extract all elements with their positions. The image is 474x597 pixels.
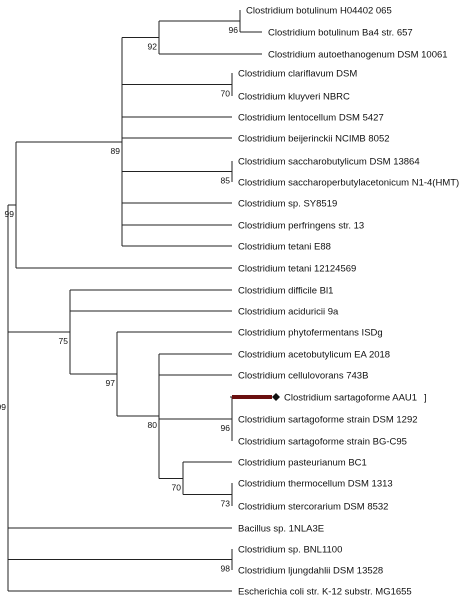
taxon-label: Escherichia coli str. K-12 substr. MG165…	[238, 587, 412, 597]
bootstrap-value: 96	[221, 423, 231, 433]
bootstrap-value: 99	[5, 209, 15, 219]
bootstrap-value: 73	[221, 499, 231, 509]
taxon-label: Clostridium sp. SY8519	[238, 199, 337, 210]
bootstrap-value: 97	[106, 378, 116, 388]
taxon-label: Clostridium botulinum H04402 065	[246, 6, 392, 17]
taxon-label: Clostridium perfringens str. 13	[238, 221, 364, 232]
taxon-label: Clostridium clariflavum DSM	[238, 69, 357, 80]
taxon-label: Clostridium stercorarium DSM 8532	[238, 502, 388, 513]
taxon-label: Clostridium lentocellum DSM 5427	[238, 113, 384, 124]
taxon-label: Clostridium saccharoperbutylacetonicum N…	[238, 178, 459, 189]
taxon-label: Clostridium botulinum Ba4 str. 657	[268, 28, 413, 39]
bootstrap-value: 80	[148, 420, 158, 430]
taxon-label: Clostridium tetani E88	[238, 242, 331, 253]
diamond-marker-icon	[272, 393, 280, 401]
taxon-label: Clostridium difficile Bl1	[238, 286, 333, 297]
taxon-label: Bacillus sp. 1NLA3E	[238, 524, 324, 535]
taxon-label: Clostridium sartagoforme strain BG-C95	[238, 437, 407, 448]
tree-branches	[7, 10, 280, 592]
bootstrap-value: 89	[111, 146, 121, 156]
bootstrap-value: 92	[148, 42, 158, 52]
taxon-label: Clostridium beijerinckii NCIMB 8052	[238, 134, 390, 145]
taxon-label: Clostridium tetani 12124569	[238, 264, 356, 275]
taxon-label: Clostridium ljungdahlii DSM 13528	[238, 566, 383, 577]
taxon-label: Clostridium acetobutylicum EA 2018	[238, 350, 390, 361]
taxon-label: Clostridium sartagoforme strain DSM 1292	[238, 415, 418, 426]
taxon-label: Clostridium cellulovorans 743B	[238, 371, 368, 382]
taxon-label: Clostridium saccharobutylicum DSM 13864	[238, 157, 420, 168]
taxon-label: Clostridium thermocellum DSM 1313	[238, 479, 393, 490]
bootstrap-value: 99	[0, 402, 6, 412]
bootstrap-values: 96 92 70 85 89 99 96 73 70 80 97 75 98 99	[0, 25, 238, 574]
highlight-bracket: ]	[424, 393, 427, 404]
taxon-label: Clostridium aciduricii 9a	[238, 307, 339, 318]
taxon-label: Clostridium phytofermentans ISDg	[238, 328, 383, 339]
bootstrap-value: 75	[59, 336, 69, 346]
taxon-label: Clostridium sp. BNL1100	[238, 545, 342, 556]
bootstrap-value: 96	[229, 25, 239, 35]
bootstrap-value: 70	[172, 482, 182, 492]
bootstrap-value: 85	[221, 176, 231, 186]
taxon-labels: Clostridium botulinum H04402 065 Clostrid…	[238, 6, 459, 597]
taxon-label: Clostridium kluyveri NBRC	[238, 92, 350, 103]
taxon-label-highlighted: Clostridium sartagoforme AAU1	[284, 393, 417, 404]
highlight-bar	[232, 395, 272, 399]
bootstrap-value: 98	[221, 564, 231, 574]
bootstrap-value: 70	[221, 89, 231, 99]
taxon-label: Clostridium pasteurianum BC1	[238, 458, 367, 469]
taxon-label: Clostridium autoethanogenum DSM 10061	[268, 50, 448, 61]
